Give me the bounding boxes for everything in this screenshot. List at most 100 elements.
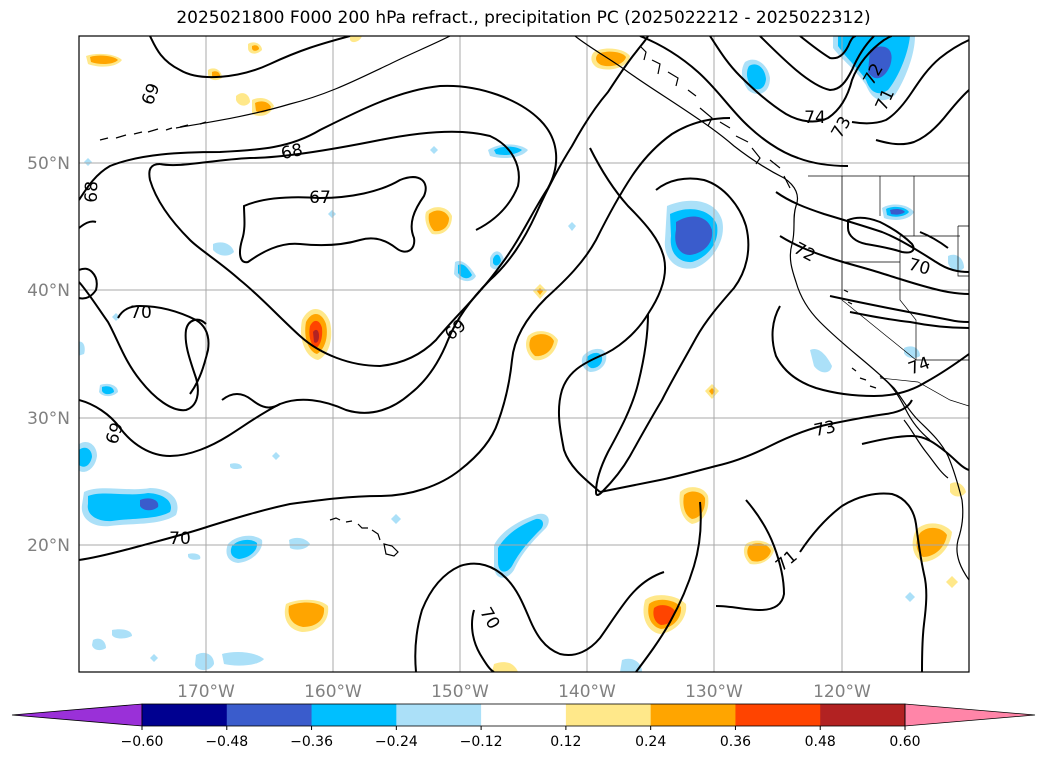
precip-pos-patch bbox=[747, 543, 771, 562]
precip-neg-patch bbox=[328, 210, 336, 218]
precip-neg-patch bbox=[79, 341, 85, 356]
precip-neg-patch bbox=[213, 242, 234, 256]
precip-pos-patch bbox=[350, 36, 362, 43]
precip-neg-patch bbox=[150, 654, 158, 662]
coastline-alaska-south bbox=[175, 36, 451, 129]
precip-neg-patch bbox=[112, 313, 120, 321]
contour-line bbox=[771, 305, 969, 398]
contour-line bbox=[759, 36, 875, 92]
contour-line bbox=[471, 609, 495, 672]
contour-line bbox=[557, 147, 666, 493]
contour-line bbox=[79, 281, 207, 412]
precip-neg-patch bbox=[905, 592, 915, 602]
precip-pos-patch bbox=[90, 55, 118, 65]
lon-label: 140°W bbox=[558, 682, 616, 702]
map-frame bbox=[78, 35, 970, 673]
colorbar-extend-high bbox=[904, 703, 1036, 727]
precip-neg-patch bbox=[868, 46, 892, 79]
precip-pos-patch bbox=[252, 45, 259, 51]
contour-line bbox=[599, 399, 913, 493]
colorbar-tick-label: 0.60 bbox=[889, 734, 920, 750]
precip-neg-patch bbox=[494, 146, 522, 155]
precip-neg-patch bbox=[458, 264, 472, 279]
coastline-hawaii bbox=[329, 517, 399, 557]
colorbar-tick-label: −0.36 bbox=[290, 734, 333, 750]
contour-line bbox=[709, 36, 893, 123]
precip-neg-patch bbox=[568, 222, 576, 231]
precip-neg-patch bbox=[675, 216, 713, 255]
lat-label: 30°N bbox=[27, 409, 70, 429]
colorbar-bin bbox=[396, 704, 482, 726]
colorbar-bin bbox=[735, 704, 821, 726]
contour-line bbox=[849, 311, 969, 329]
colorbar-bin bbox=[142, 704, 228, 726]
contour-line bbox=[594, 177, 750, 496]
colorbar-tick-label: 0.48 bbox=[805, 734, 836, 750]
contour-label: 67 bbox=[309, 188, 331, 208]
colorbar-extend-low bbox=[11, 703, 143, 727]
contour-line bbox=[159, 130, 520, 231]
contour-line bbox=[919, 231, 949, 249]
lon-label: 170°W bbox=[177, 682, 235, 702]
contour-line bbox=[847, 216, 915, 254]
contour-line bbox=[221, 393, 281, 409]
precip-pos-patch bbox=[653, 605, 675, 625]
precip-pos-patch bbox=[916, 527, 947, 557]
colorbar-bin bbox=[311, 704, 397, 726]
contour-line bbox=[79, 220, 97, 229]
contour-label: 74 bbox=[804, 108, 826, 128]
coastline-channel-islands bbox=[843, 289, 877, 389]
precip-neg-patch bbox=[272, 452, 280, 460]
precip-neg-patch bbox=[890, 208, 905, 215]
contour-line bbox=[79, 84, 558, 368]
precip-neg-patch bbox=[92, 638, 106, 651]
border-us-mexico bbox=[879, 377, 969, 407]
colorbar-tick-label: −0.24 bbox=[375, 734, 418, 750]
colorbar-frame bbox=[141, 703, 906, 727]
lon-label: 150°W bbox=[431, 682, 489, 702]
precip-pos-patch bbox=[529, 334, 554, 357]
lat-label: 50°N bbox=[27, 154, 70, 174]
precip-neg-patch bbox=[222, 651, 264, 666]
coastline-bc-islands bbox=[639, 45, 791, 189]
contour-line bbox=[414, 562, 665, 672]
precip-neg-patch bbox=[391, 514, 401, 524]
longitude-labels: 170°W 160°W 150°W 140°W 130°W 120°W bbox=[177, 682, 871, 702]
contour-line bbox=[639, 36, 849, 167]
precip-neg-patch bbox=[79, 447, 92, 467]
contour-line bbox=[79, 267, 98, 300]
colorbar-bin bbox=[481, 704, 567, 726]
colorbar-tick-label: 0.12 bbox=[550, 734, 581, 750]
contour-line bbox=[117, 304, 210, 395]
precip-neg-patch bbox=[810, 348, 832, 373]
precip-neg-patch bbox=[230, 463, 242, 470]
refractivity-contours bbox=[79, 36, 969, 672]
contour-label: 73 bbox=[812, 417, 837, 441]
lon-label: 120°W bbox=[813, 682, 871, 702]
contour-line bbox=[861, 434, 969, 471]
precip-pos-patch bbox=[288, 602, 325, 627]
contour-line bbox=[635, 501, 702, 672]
precip-neg-patch bbox=[746, 64, 766, 90]
precip-pos-patch bbox=[492, 662, 518, 672]
precip-neg-patch bbox=[493, 254, 501, 266]
colorbar-tick-label: 0.24 bbox=[635, 734, 666, 750]
colorbar-bins bbox=[11, 703, 1036, 727]
colorbar-bin bbox=[820, 704, 906, 726]
contour-line bbox=[775, 191, 969, 273]
contour-line bbox=[79, 36, 649, 458]
coastlines bbox=[99, 36, 969, 581]
lat-label: 20°N bbox=[27, 536, 70, 556]
precip-pos-patch bbox=[946, 576, 958, 588]
contour-label: 70 bbox=[130, 303, 152, 323]
contour-line bbox=[799, 36, 857, 60]
precip-pos-patch bbox=[313, 329, 319, 343]
contour-line bbox=[239, 176, 427, 264]
coastline-aleutians bbox=[99, 121, 207, 141]
latitude-labels: 50°N 40°N 30°N 20°N bbox=[27, 154, 70, 556]
coastline-baja bbox=[879, 375, 949, 479]
precip-neg-patch bbox=[102, 386, 114, 395]
colorbar-bin bbox=[650, 704, 736, 726]
colorbar-tick-label: 0.36 bbox=[720, 734, 751, 750]
